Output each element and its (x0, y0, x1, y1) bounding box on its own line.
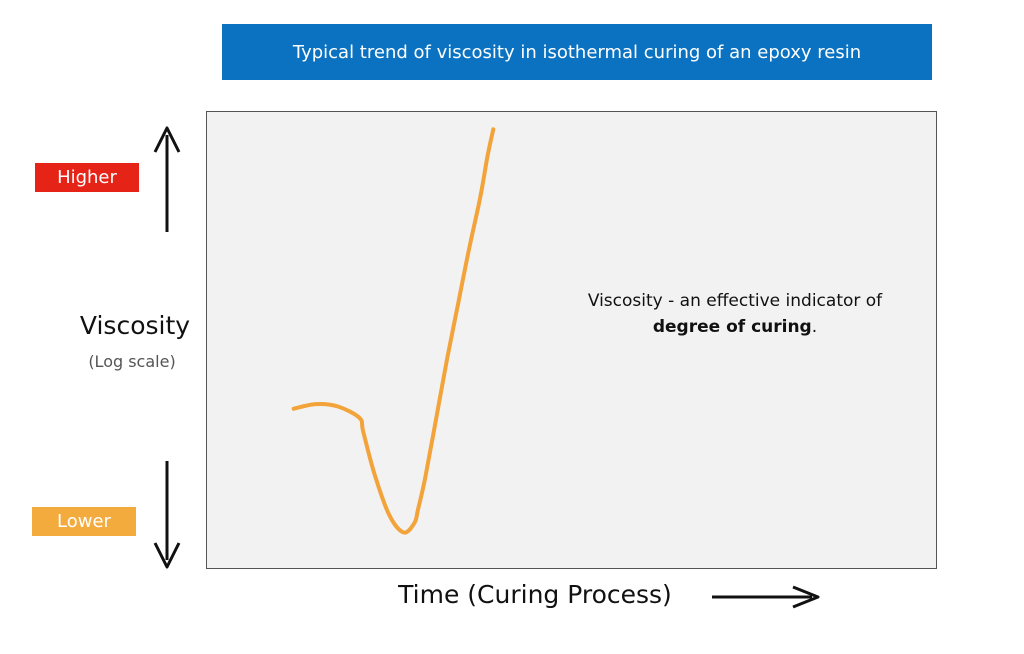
annotation-emphasis-line: degree of curing. (560, 314, 910, 340)
arrow-right-icon (712, 585, 820, 609)
annotation-text: Viscosity - an effective indicator of (587, 291, 883, 311)
x-axis-label: Time (Curing Process) (398, 580, 672, 609)
arrow-up-icon (153, 126, 181, 232)
higher-tag: Higher (35, 163, 139, 192)
y-axis-unit: (Log scale) (88, 352, 176, 371)
viscosity-curve (291, 127, 496, 535)
lower-tag: Lower (32, 507, 136, 536)
annotation: Viscosity - an effective indicator of de… (560, 288, 910, 340)
plot-area (206, 111, 937, 569)
y-axis-label: Viscosity (79, 311, 191, 340)
chart-title: Typical trend of viscosity in isothermal… (222, 24, 932, 80)
annotation-strong: degree of curing (652, 317, 812, 337)
annotation-suffix: . (811, 317, 818, 337)
arrow-down-icon (153, 461, 181, 569)
